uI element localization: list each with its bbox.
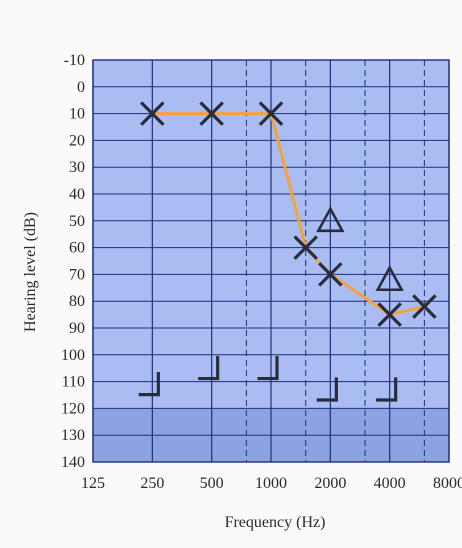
y-tick-label: 70 [69, 266, 85, 283]
x-tick-label: 8000 [433, 475, 462, 492]
x-axis-label: Frequency (Hz) [225, 514, 326, 531]
y-tick-label: -10 [64, 52, 85, 69]
data-point-x-marker [318, 262, 343, 287]
data-point-x-marker [258, 101, 284, 126]
data-point-bracket-marker [316, 377, 338, 402]
y-tick-label: 30 [69, 159, 85, 176]
data-point-x-marker [377, 302, 402, 327]
y-tick-label: 120 [61, 400, 85, 417]
y-tick-label: 80 [69, 293, 85, 310]
y-tick-label: 40 [69, 186, 85, 203]
y-tick-label: 90 [69, 320, 85, 337]
data-point-x-marker [140, 101, 165, 126]
x-tick-label: 4000 [374, 475, 406, 492]
x-tick-label: 250 [140, 475, 164, 492]
data-series [138, 101, 437, 402]
data-point-bracket-marker [198, 355, 220, 381]
y-axis-label: Hearing level (dB) [22, 212, 39, 332]
data-point-bracket-marker [376, 377, 398, 402]
y-tick-label: 50 [69, 213, 85, 230]
grid-lines [92, 59, 450, 463]
data-point-bracket-marker [257, 355, 279, 381]
y-tick-label: 110 [62, 374, 85, 391]
data-point-triangle-marker [375, 265, 404, 292]
y-tick-label: 20 [69, 132, 85, 149]
data-point-x-marker [293, 235, 318, 260]
y-tick-label: 130 [61, 427, 85, 444]
data-point-x-marker [412, 294, 437, 319]
y-tick-label: 10 [69, 106, 85, 123]
data-point-triangle-marker [316, 206, 345, 233]
y-tick-label: 0 [77, 79, 85, 96]
y-tick-labels: -10 0 10 20 30 40 50 60 70 80 90 100 110 120 130 140 [61, 52, 85, 471]
x-tick-label: 2000 [314, 475, 346, 492]
data-point-x-marker [199, 101, 224, 126]
x-tick-label: 1000 [255, 475, 287, 492]
y-tick-label: 60 [69, 240, 85, 257]
x-tick-label: 500 [200, 475, 224, 492]
data-point-bracket-marker [138, 372, 160, 397]
x-tick-label: 125 [81, 475, 105, 492]
plot-frame [92, 59, 450, 463]
x-tick-labels: 125 250 500 1000 2000 4000 8000 [81, 475, 462, 492]
y-tick-label: 140 [61, 454, 85, 471]
y-tick-label: 100 [61, 347, 85, 364]
